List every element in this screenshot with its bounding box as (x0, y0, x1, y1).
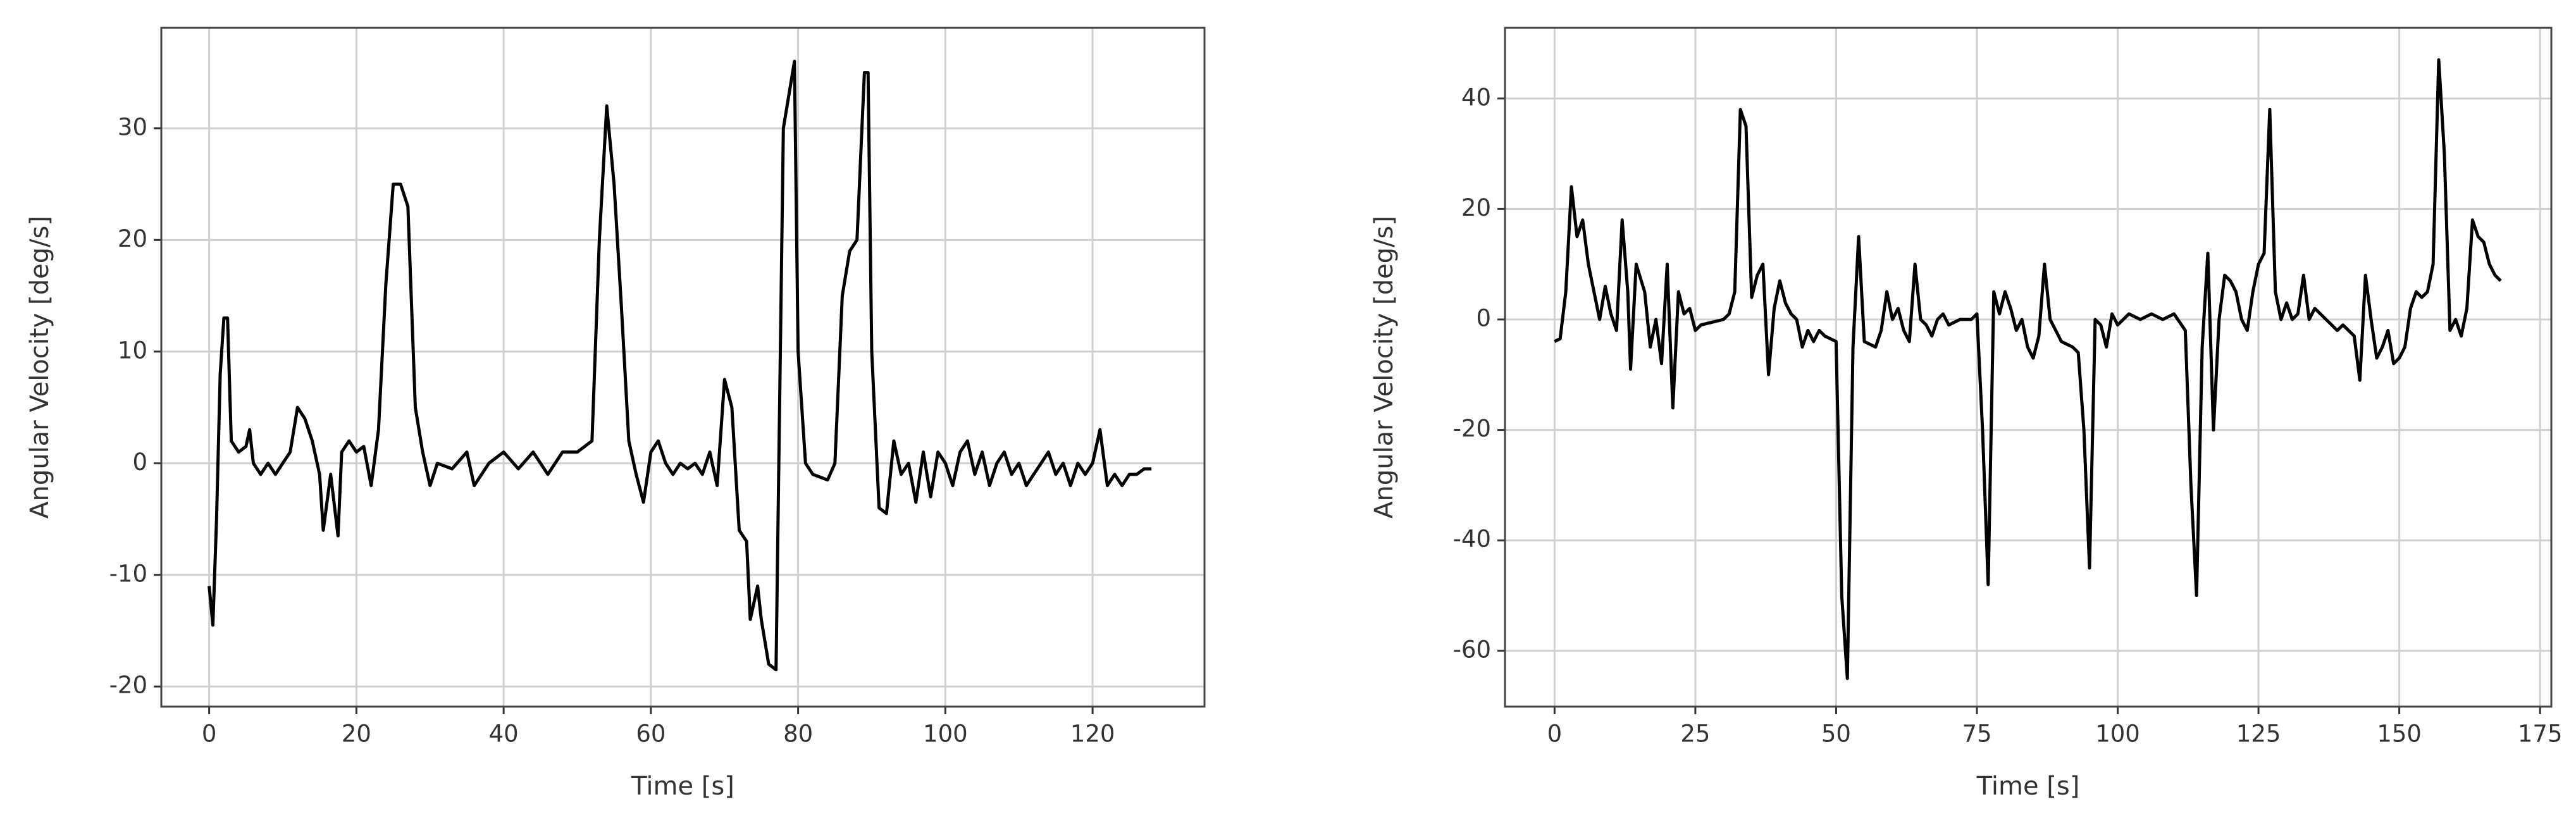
y-tick-label: 0 (132, 449, 147, 476)
x-tick-label: 60 (636, 721, 666, 748)
data-line (1554, 58, 2502, 680)
x-tick-label: 100 (923, 721, 968, 748)
x-tick-label: 20 (342, 721, 371, 748)
y-tick-label: 20 (118, 225, 147, 252)
y-tick-label: 30 (118, 113, 147, 140)
y-axis-label: Angular Velocity [deg/s] (1370, 216, 1399, 519)
y-tick-label: -60 (1453, 636, 1491, 663)
x-tick-label: 120 (1070, 721, 1115, 748)
y-tick-label: 0 (1476, 304, 1491, 331)
x-tick-label: 125 (2236, 721, 2281, 748)
plot-frame (160, 27, 1206, 708)
y-tick-label: 20 (1461, 194, 1491, 221)
x-tick-label: 175 (2518, 721, 2563, 748)
y-tick-label: -10 (109, 560, 147, 587)
x-axis-label: Time [s] (631, 772, 734, 801)
x-tick-label: 25 (1680, 721, 1710, 748)
x-tick-label: 40 (489, 721, 519, 748)
y-tick-label: 40 (1461, 84, 1491, 111)
plot-frame (1504, 27, 2553, 708)
data-line (207, 59, 1152, 672)
subplot: -20 -10 0 10 20 30 0 20 40 60 80 100 120 Time [s] Angu… (25, 27, 1206, 801)
x-tick-label: 0 (1547, 721, 1563, 748)
y-tick-label: 10 (118, 337, 147, 364)
subplot: -60 -40 -20 0 20 40 0 25 50 75 100 125 150 175 Time [s… (1370, 27, 2563, 801)
y-axis-label: Angular Velocity [deg/s] (25, 216, 54, 519)
x-tick-label: 100 (2095, 721, 2140, 748)
y-tick-label: -40 (1453, 526, 1491, 553)
y-tick-label: -20 (1453, 415, 1491, 442)
x-tick-label: 0 (202, 721, 217, 748)
x-tick-label: 75 (1962, 721, 1991, 748)
x-tick-label: 150 (2377, 721, 2422, 748)
x-tick-label: 50 (1821, 721, 1851, 748)
x-axis-label: Time [s] (1976, 772, 2080, 801)
y-tick-label: -20 (109, 672, 147, 699)
x-tick-label: 80 (783, 721, 813, 748)
